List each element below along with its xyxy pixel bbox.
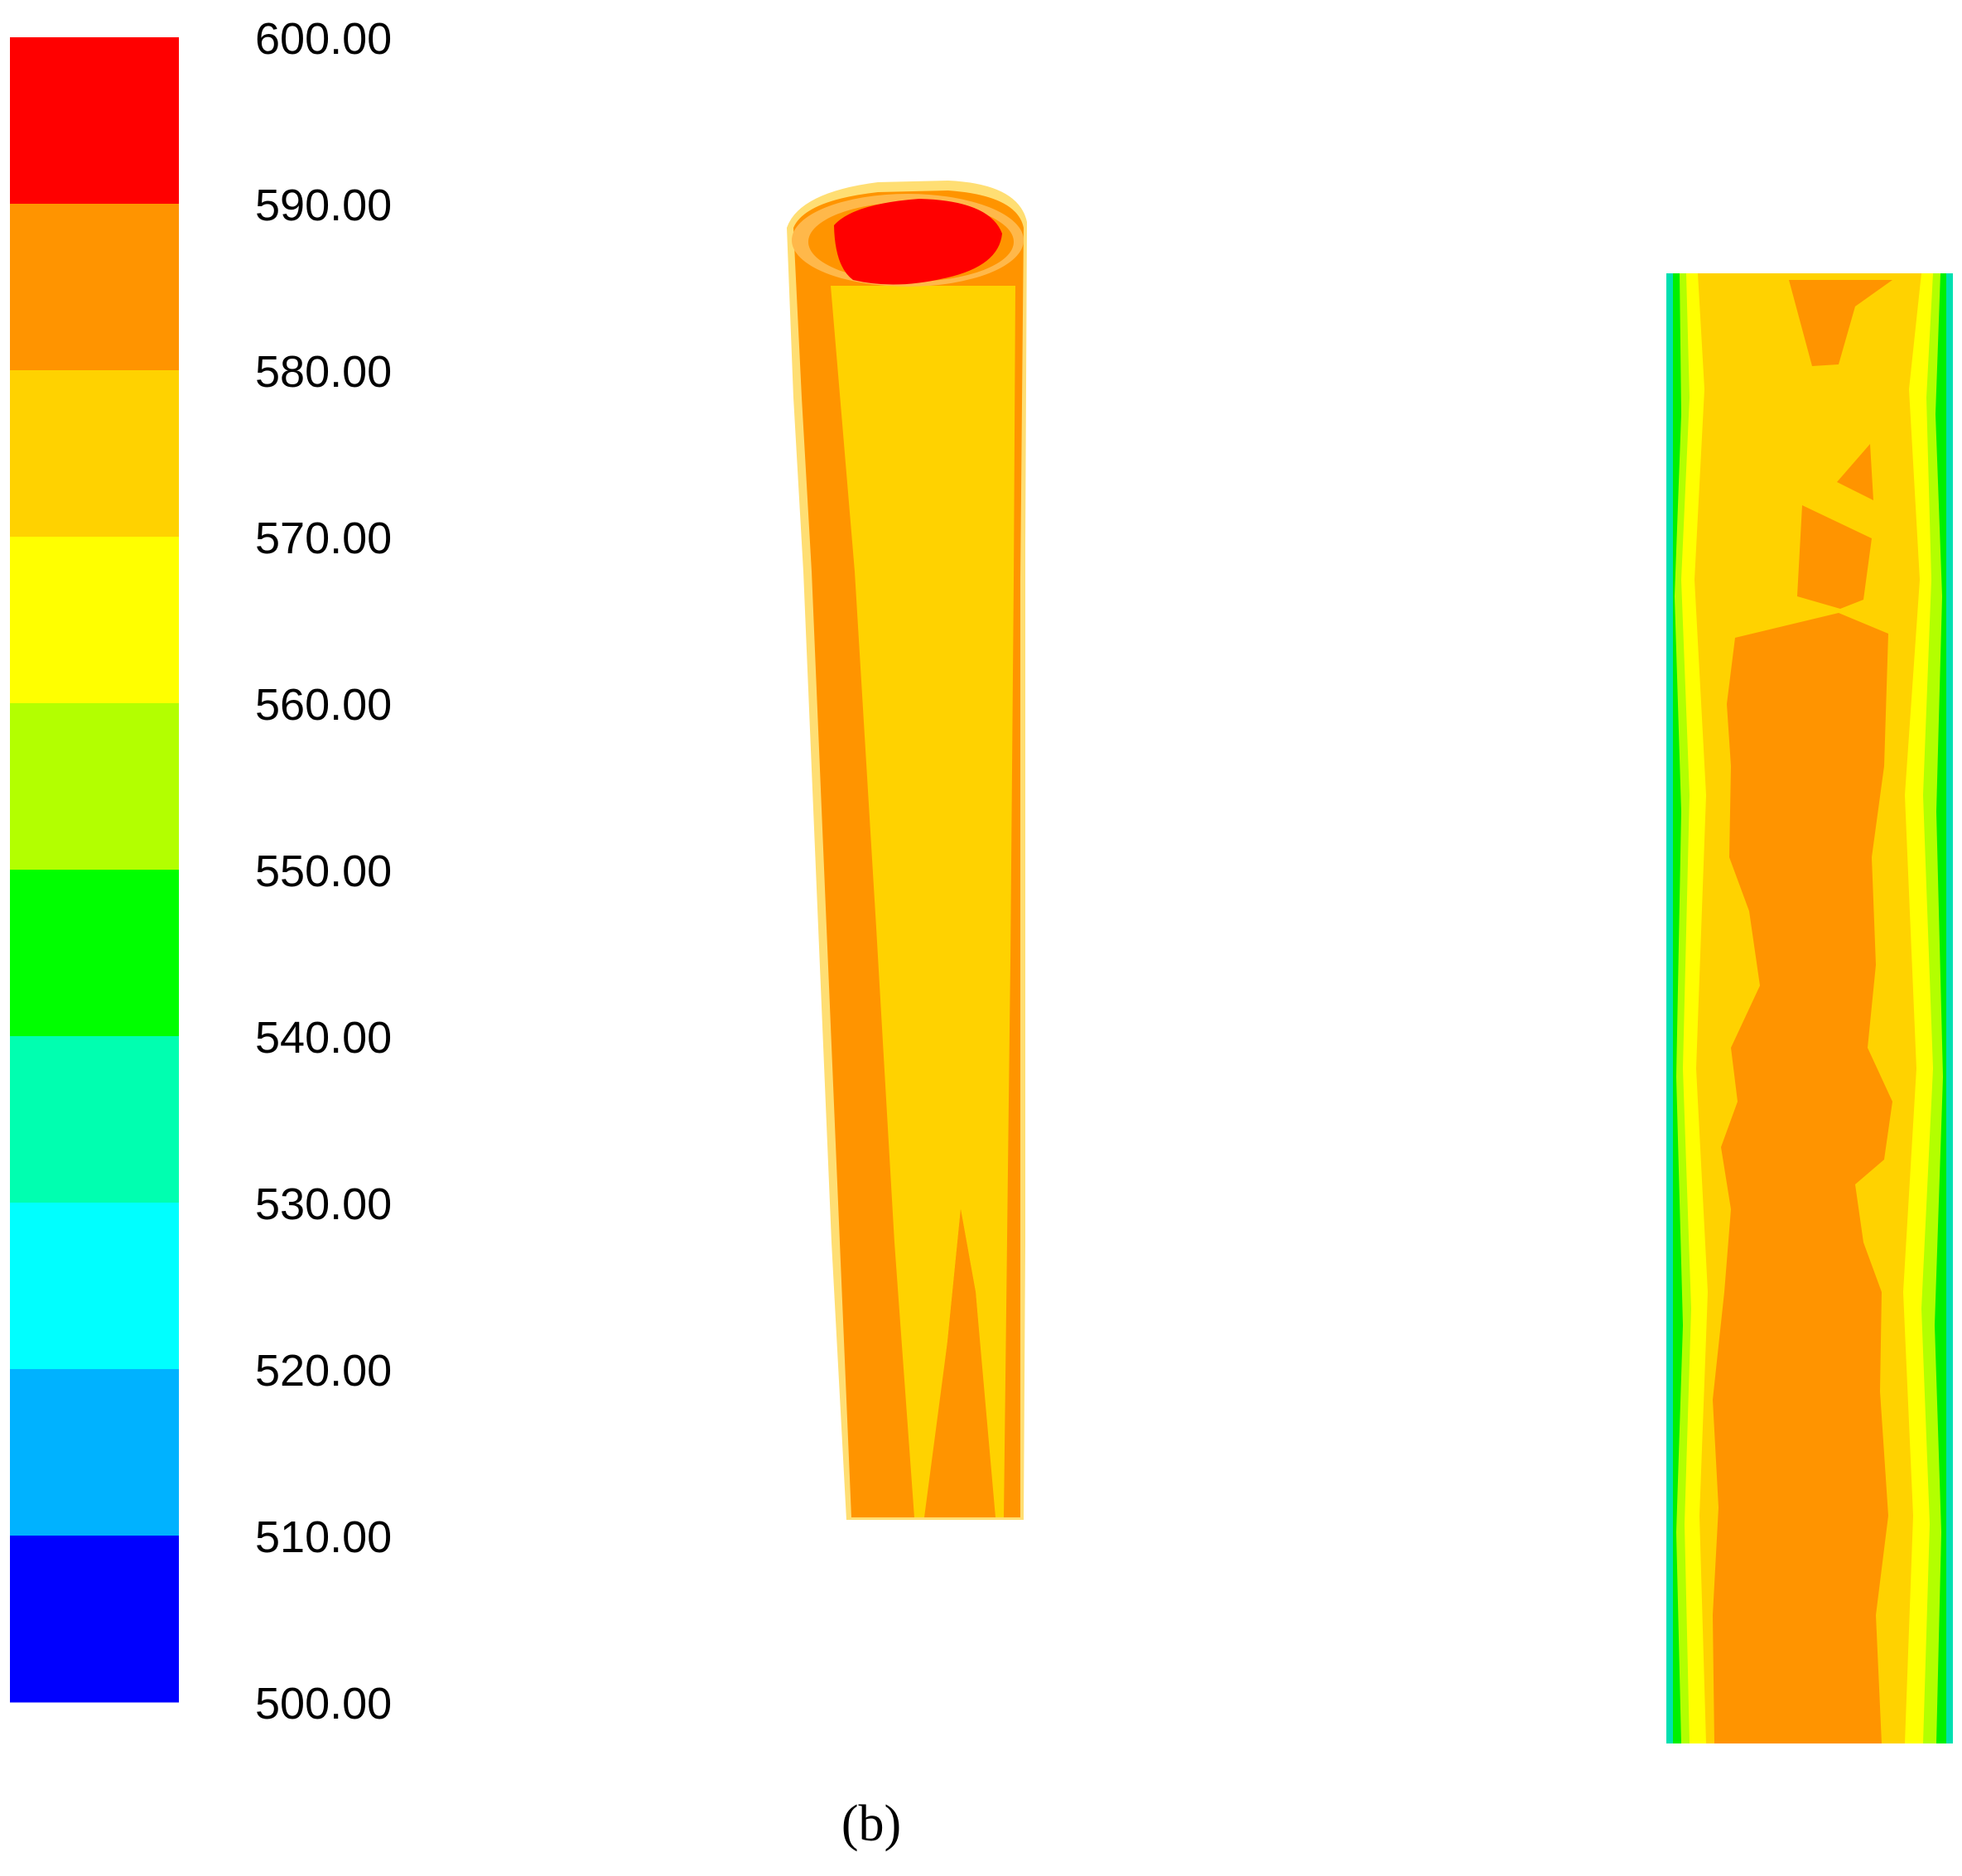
legend-band-1	[10, 204, 179, 371]
legend-band-3	[10, 537, 179, 704]
tube-front-face	[831, 286, 1015, 1517]
legend-tick-label: 540.00	[255, 1013, 392, 1063]
tube-inner-streak	[926, 1209, 994, 1517]
legend-tick-label: 530.00	[255, 1179, 392, 1229]
legend-band-6	[10, 1036, 179, 1203]
legend-tick-label: 520.00	[255, 1346, 392, 1396]
legend-band-4	[10, 703, 179, 870]
legend-band-9	[10, 1536, 179, 1703]
legend-tick-label: 500.00	[255, 1679, 392, 1729]
legend-tick-label: 560.00	[255, 680, 392, 730]
legend-tick-label: 590.00	[255, 181, 392, 230]
tube-top-core	[834, 199, 1002, 285]
tube-3d-contour	[787, 181, 1027, 1520]
legend-bands	[10, 37, 179, 1703]
legend-band-7	[10, 1203, 179, 1370]
legend-tick-label: 570.00	[255, 514, 392, 563]
legend-tick-label: 600.00	[255, 14, 392, 64]
legend-band-5	[10, 870, 179, 1037]
section-wall-right-trace	[1945, 273, 1953, 1743]
figure-caption: (b)	[841, 1796, 901, 1852]
legend-tick-label: 550.00	[255, 846, 392, 896]
legend-tick-label: 510.00	[255, 1512, 392, 1562]
section-wall-left-trace	[1666, 273, 1675, 1743]
section-core	[1713, 280, 1892, 1743]
legend-labels: 600.00 590.00 580.00 570.00 560.00 550.00 540.…	[255, 14, 392, 1729]
legend-band-2	[10, 370, 179, 538]
color-legend: 600.00 590.00 580.00 570.00 560.00 550.00 540.…	[10, 14, 392, 1729]
section-contour	[1666, 273, 1953, 1743]
legend-tick-label: 580.00	[255, 347, 392, 397]
legend-band-8	[10, 1369, 179, 1536]
legend-band-0	[10, 37, 179, 205]
